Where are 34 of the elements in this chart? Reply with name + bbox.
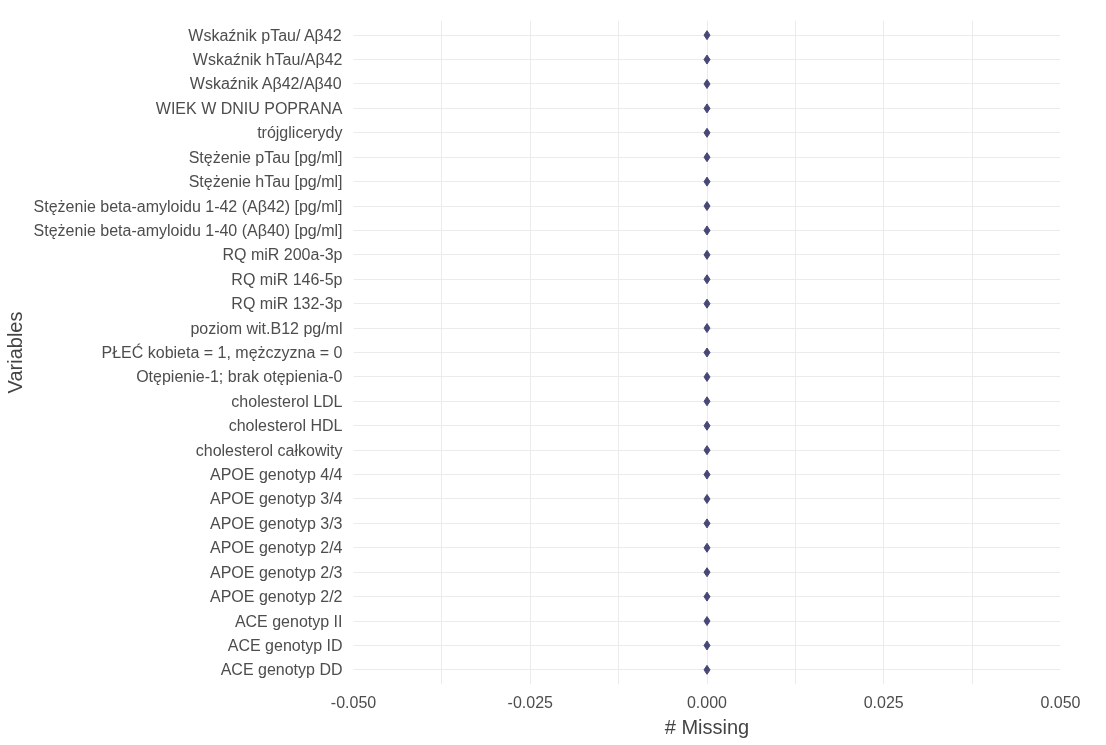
y-tick-label: ACE genotyp ID bbox=[227, 636, 343, 654]
y-tick-label: RQ miR 200a-3p bbox=[222, 246, 343, 264]
y-tick-label: RQ miR 132-3p bbox=[231, 295, 343, 313]
y-axis-title: Variables bbox=[3, 311, 26, 394]
y-tick-label: PŁEĆ kobieta = 1, mężczyzna = 0 bbox=[101, 343, 343, 361]
y-tick-label: APOE genotyp 4/4 bbox=[209, 466, 343, 484]
y-tick-label: poziom wit.B12 pg/ml bbox=[190, 319, 343, 337]
x-axis-title: # Missing bbox=[664, 715, 750, 738]
y-tick-label: Stężenie beta-amyloidu 1-40 (Aβ40) [pg/ml] bbox=[33, 221, 343, 239]
y-tick-label: Stężenie beta-amyloidu 1-42 (Aβ42) [pg/ml] bbox=[33, 197, 343, 215]
x-tick-label: 0.000 bbox=[686, 693, 728, 711]
y-tick-label: trójglicerydy bbox=[257, 124, 343, 142]
y-tick-label: ACE genotyp II bbox=[234, 612, 343, 630]
y-tick-label: Stężenie hTau [pg/ml] bbox=[188, 173, 343, 191]
y-tick-label: APOE genotyp 2/3 bbox=[209, 563, 343, 581]
y-tick-label: WIEK W DNIU POPRANA bbox=[155, 99, 343, 117]
y-tick-label: cholesterol całkowity bbox=[195, 441, 343, 459]
x-tick-label: -0.025 bbox=[507, 693, 554, 711]
y-tick-label: APOE genotyp 3/3 bbox=[209, 514, 343, 532]
y-tick-label: Wskaźnik hTau/Aβ42 bbox=[192, 51, 343, 69]
y-tick-label: APOE genotyp 2/2 bbox=[209, 588, 343, 606]
y-tick-label: cholesterol LDL bbox=[231, 392, 343, 410]
y-tick-label: APOE genotyp 2/4 bbox=[209, 539, 343, 557]
y-tick-label: ACE genotyp DD bbox=[220, 661, 343, 679]
y-tick-label: RQ miR 146-5p bbox=[231, 270, 343, 288]
y-tick-label: Otępienie-1; brak otępienia-0 bbox=[136, 368, 343, 386]
x-tick-label: -0.050 bbox=[330, 693, 377, 711]
y-tick-label: cholesterol HDL bbox=[228, 417, 343, 435]
y-tick-label: APOE genotyp 3/4 bbox=[209, 490, 343, 508]
x-tick-label: 0.050 bbox=[1040, 693, 1081, 711]
y-tick-label: Stężenie pTau [pg/ml] bbox=[188, 148, 343, 166]
y-tick-label: Wskaźnik Aβ42/Aβ40 bbox=[189, 75, 342, 93]
y-tick-label: Wskaźnik pTau/ Aβ42 bbox=[188, 26, 342, 44]
x-tick-label: 0.025 bbox=[863, 693, 904, 711]
